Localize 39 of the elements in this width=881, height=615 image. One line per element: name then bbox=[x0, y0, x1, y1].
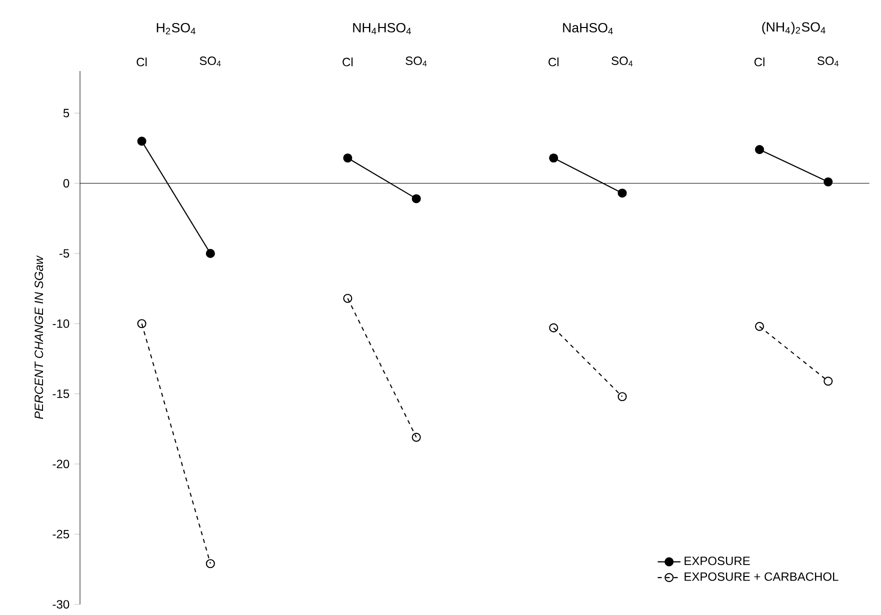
text: NaHSO$_{4}$ bbox=[563, 22, 613, 34]
point bbox=[549, 323, 558, 332]
y-tick-label: 5 bbox=[63, 108, 70, 118]
y-axis-title: PERCENT CHANGE IN SGaw bbox=[34, 255, 44, 419]
y-tick-label: -25 bbox=[52, 530, 70, 538]
point bbox=[549, 153, 558, 163]
text: NH$_{4}$HSO$_{4}$ bbox=[353, 22, 411, 34]
x-tick-label: SO$_{4}$ bbox=[612, 56, 633, 66]
x-tick-label: SO$_{4}$ bbox=[200, 56, 221, 66]
y-tick-label: -15 bbox=[52, 390, 70, 398]
x-tick-label: SO$_{4}$ bbox=[406, 56, 427, 66]
point bbox=[137, 136, 146, 146]
point bbox=[412, 194, 421, 204]
point bbox=[824, 177, 833, 186]
point bbox=[618, 392, 627, 402]
x-tick-label: Cl bbox=[342, 57, 353, 66]
point bbox=[343, 153, 352, 163]
point bbox=[343, 294, 352, 303]
x-tick-label: Cl bbox=[136, 57, 147, 66]
point bbox=[618, 188, 627, 198]
x-tick-label: SO$_{4}$ bbox=[817, 56, 838, 66]
point bbox=[137, 319, 146, 328]
x-tick-label: Cl bbox=[754, 57, 764, 66]
point bbox=[754, 322, 764, 331]
point bbox=[206, 559, 215, 568]
point bbox=[824, 376, 833, 386]
y-tick-label: -30 bbox=[52, 600, 70, 609]
y-tick-label: -5 bbox=[59, 249, 70, 258]
text: H$_{2}$SO$_{4}$ bbox=[156, 22, 196, 34]
legend-label: EXPOSURE bbox=[684, 556, 750, 566]
y-tick-label: -10 bbox=[52, 319, 70, 328]
y-tick-label: 0 bbox=[63, 179, 70, 188]
text: (NH$_{4}$)$_{2}$SO$_{4}$ bbox=[762, 22, 826, 34]
legend-label: EXPOSURE + CARBACHOL bbox=[684, 572, 838, 581]
x-tick-label: Cl bbox=[548, 57, 558, 66]
point bbox=[206, 248, 215, 258]
point bbox=[412, 432, 421, 442]
y-tick-label: -20 bbox=[52, 460, 70, 468]
point bbox=[754, 145, 764, 154]
